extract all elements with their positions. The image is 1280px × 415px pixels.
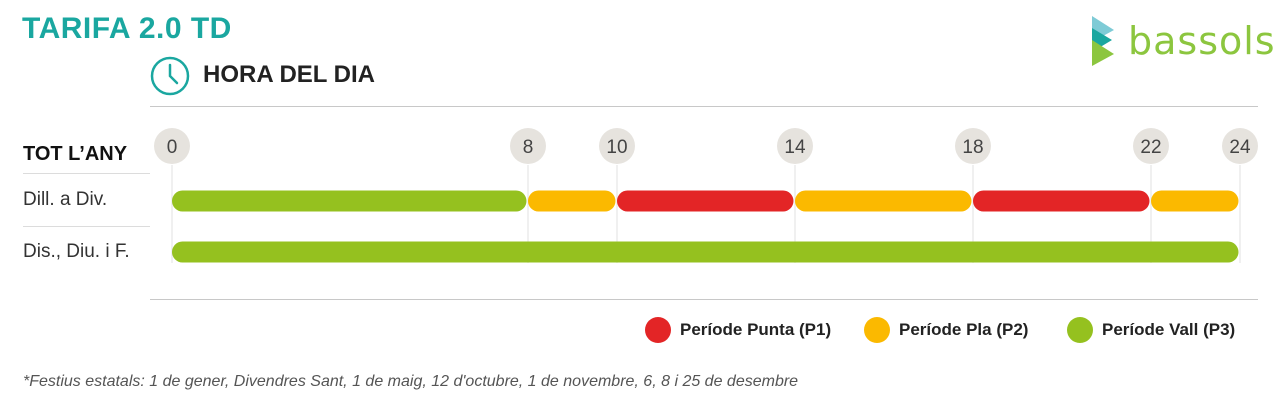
legend-swatch-vall [1067, 317, 1093, 343]
tick-label: 18 [962, 137, 983, 158]
row-label-weekdays: Dill. a Div. [23, 189, 108, 210]
bar-segment-pla [528, 190, 616, 212]
bottom-divider [150, 299, 1258, 300]
top-divider [150, 106, 1258, 107]
footnote: *Festius estatals: 1 de gener, Divendres… [23, 373, 799, 390]
tick-label: 10 [606, 137, 627, 158]
row-separator [23, 226, 150, 227]
bar-segment-pla [795, 190, 972, 212]
bar-segment-vall [172, 241, 1239, 263]
axis-label: TOT L’ANY [23, 143, 128, 165]
row-label-weekends: Dis., Diu. i F. [23, 241, 130, 262]
hourly-periods-chart: 0 8 10 14 18 22 24 [154, 128, 1258, 263]
tick-marker [955, 128, 991, 164]
tick-label: 8 [523, 137, 534, 158]
logo-mark-icon [1092, 16, 1114, 66]
tick-label: 0 [167, 137, 178, 158]
section-subtitle: HORA DEL DIA [203, 61, 376, 88]
tick-label: 24 [1229, 137, 1251, 158]
bar-segment-punta [973, 190, 1150, 212]
legend-label-vall: Període Vall (P3) [1102, 320, 1236, 339]
bar-segment-punta [617, 190, 794, 212]
legend-item-pla: Període Pla (P2) [864, 316, 1028, 344]
legend-label-punta: Període Punta (P1) [680, 320, 832, 339]
tick-marker [777, 128, 813, 164]
logo-text: bassols [1128, 19, 1276, 63]
clock-icon [150, 56, 190, 96]
legend-item-punta: Període Punta (P1) [645, 316, 831, 344]
tick-marker [599, 128, 635, 164]
tick-label: 22 [1140, 137, 1161, 158]
bassols-logo: bassols [1088, 14, 1275, 68]
tick-marker [1133, 128, 1169, 164]
page-title: TARIFA 2.0 TD [22, 12, 232, 45]
tick-marker [1222, 128, 1258, 164]
legend-label-pla: Període Pla (P2) [899, 320, 1029, 339]
row-separator [23, 173, 150, 174]
legend-item-vall: Període Vall (P3) [1067, 316, 1235, 344]
bar-segment-vall [172, 190, 527, 212]
tick-marker [510, 128, 546, 164]
bar-segment-pla [1151, 190, 1239, 212]
tick-marker [154, 128, 190, 164]
tick-label: 14 [784, 137, 806, 158]
legend-swatch-punta [645, 317, 671, 343]
legend-swatch-pla [864, 317, 890, 343]
